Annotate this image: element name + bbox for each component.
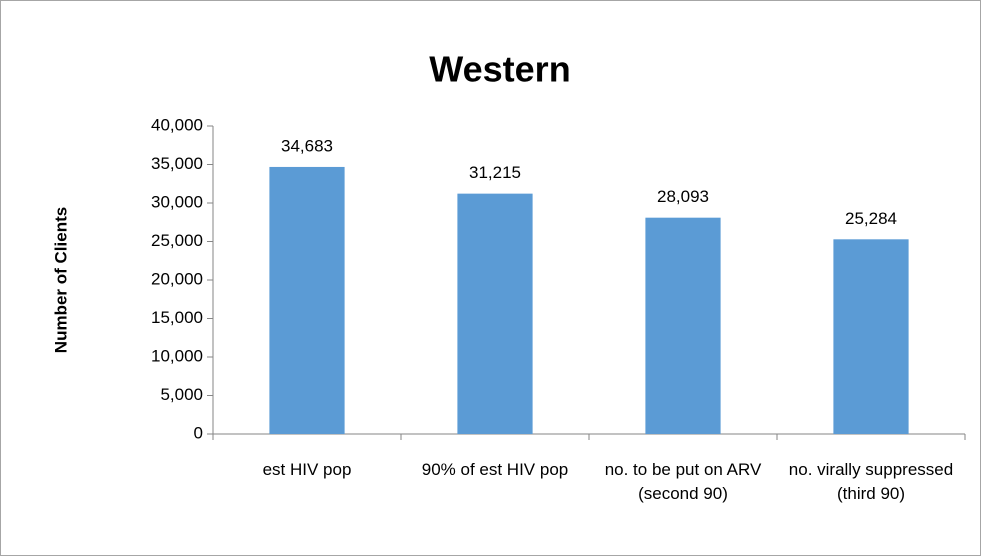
bar (645, 217, 721, 434)
y-tick-label: 40,000 (151, 115, 203, 134)
x-tick-label: 90% of est HIV pop (421, 460, 569, 479)
value-label: 34,683 (281, 136, 333, 155)
value-label: 28,093 (657, 187, 709, 206)
bar (269, 166, 345, 434)
y-tick-label: 0 (194, 423, 203, 442)
bar (457, 193, 533, 434)
y-axis-label: Number of Clients (51, 207, 70, 353)
y-tick-label: 25,000 (151, 231, 203, 250)
value-label: 31,215 (469, 163, 521, 182)
y-tick-label: 5,000 (160, 385, 203, 404)
y-tick-label: 10,000 (151, 346, 203, 365)
x-tick-label: no. to be put on ARV (second 90) (604, 460, 762, 503)
y-tick-label: 30,000 (151, 192, 203, 211)
x-tick-label: est HIV pop (262, 460, 352, 479)
chart-title: Western (429, 49, 570, 90)
x-tick-label: no. virally suppressed (third 90) (788, 460, 954, 503)
y-tick-label: 15,000 (151, 308, 203, 327)
bar (833, 239, 909, 434)
y-tick-label: 35,000 (151, 154, 203, 173)
value-label: 25,284 (845, 209, 897, 228)
y-tick-label: 20,000 (151, 269, 203, 288)
